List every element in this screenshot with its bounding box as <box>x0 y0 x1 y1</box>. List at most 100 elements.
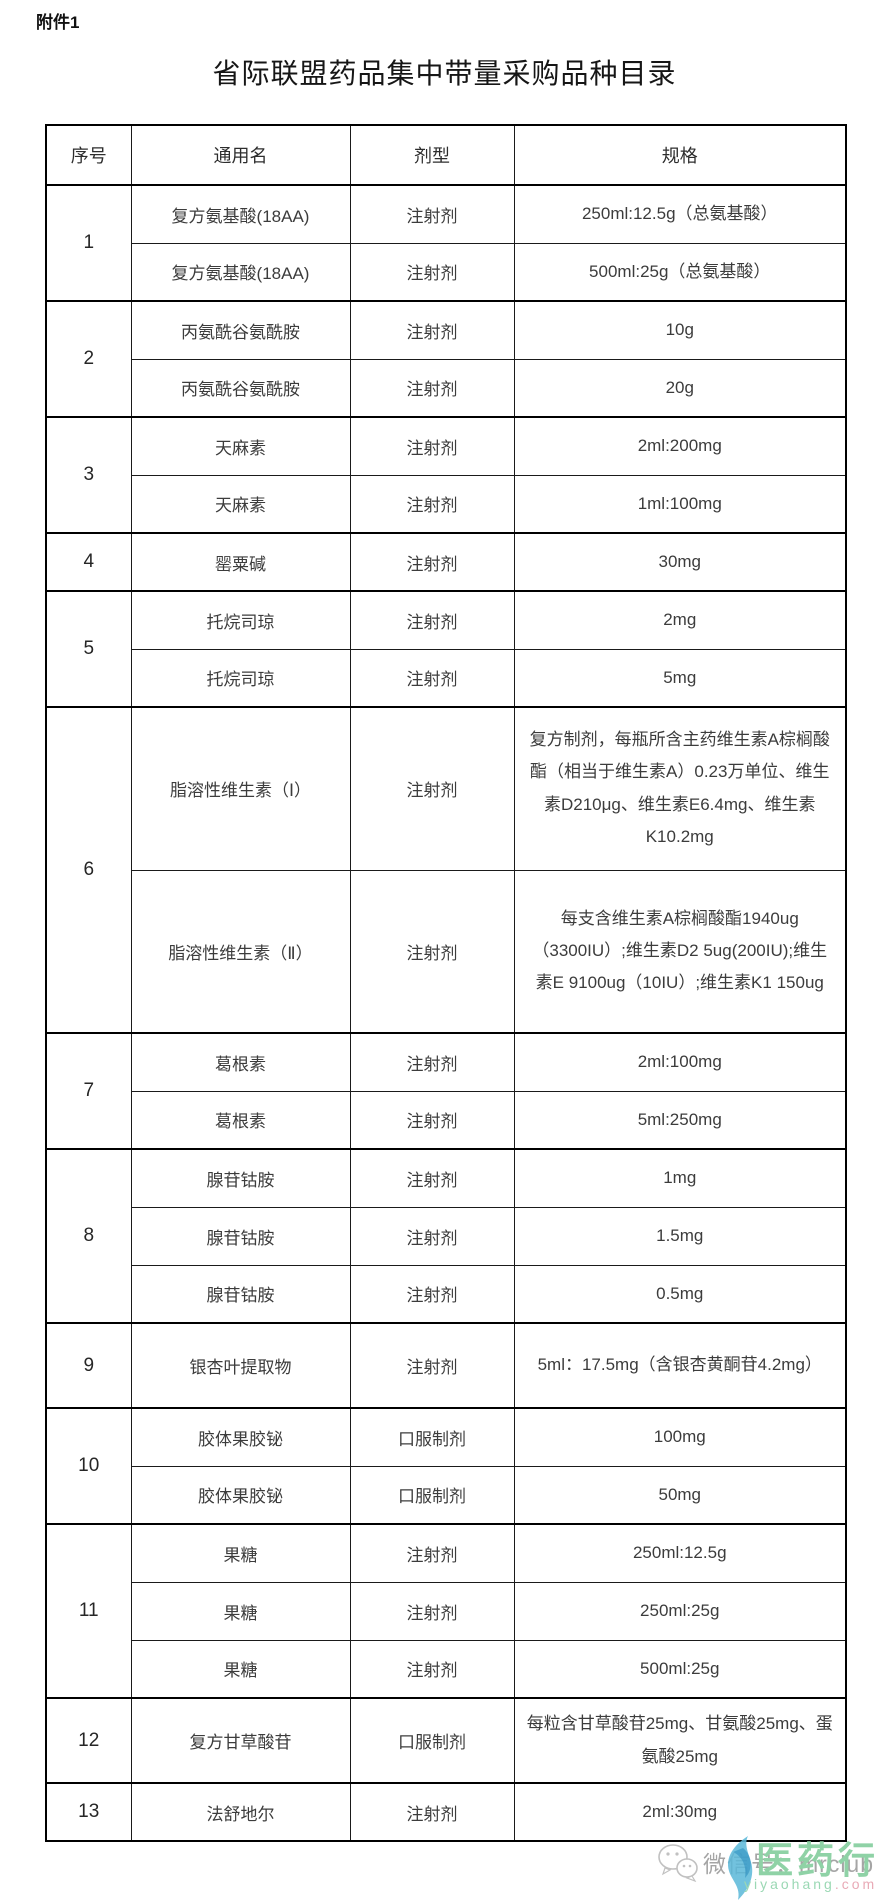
cell-specification: 每支含维生素A棕榈酸酯1940ug（3300IU）;维生素D2 5ug(200I… <box>513 869 847 1034</box>
table-row: 脂溶性维生素（Ⅱ） 注射剂 每支含维生素A棕榈酸酯1940ug（3300IU）;维生… <box>46 869 847 1034</box>
cell-generic-name: 托烷司琼 <box>130 590 351 650</box>
cell-specification: 5ml:250mg <box>513 1090 847 1150</box>
row-number: 10 <box>45 1407 132 1525</box>
row-number: 12 <box>45 1697 132 1784</box>
cell-dosage-form: 口服制剂 <box>349 1697 515 1784</box>
cell-dosage-form: 注射剂 <box>349 1264 515 1324</box>
cell-generic-name: 法舒地尔 <box>130 1782 351 1842</box>
table-header-row: 序号 通用名 剂型 规格 <box>45 124 847 186</box>
cell-dosage-form: 注射剂 <box>349 590 515 650</box>
cell-specification: 5ml：17.5mg（含银杏黄酮苷4.2mg） <box>513 1322 847 1409</box>
header-no: 序号 <box>45 124 132 186</box>
table-row: 腺苷钴胺 注射剂 1.5mg <box>46 1206 847 1266</box>
cell-generic-name: 腺苷钴胺 <box>130 1264 351 1324</box>
cell-generic-name: 天麻素 <box>130 416 351 476</box>
catalog-table: 序号 通用名 剂型 规格 1 复方氨基酸(18AA) 注射剂 250ml:12.5g（… <box>45 124 847 1842</box>
table-row: 果糖 注射剂 500ml:25g <box>46 1639 847 1699</box>
table-row: 13 法舒地尔 注射剂 2ml:30mg <box>45 1782 847 1842</box>
cell-specification: 500ml:25g（总氨基酸） <box>513 242 847 302</box>
cell-generic-name: 葛根素 <box>130 1032 351 1092</box>
table-row: 托烷司琼 注射剂 5mg <box>46 648 847 708</box>
brand-domain: yiyaohang.com <box>744 1876 877 1892</box>
cell-generic-name: 葛根素 <box>130 1090 351 1150</box>
cell-dosage-form: 注射剂 <box>349 184 515 244</box>
row-number: 3 <box>45 416 132 534</box>
row-number: 11 <box>45 1523 132 1699</box>
cell-specification: 2ml:100mg <box>513 1032 847 1092</box>
cell-specification: 250ml:12.5g <box>513 1523 847 1583</box>
row-number: 5 <box>45 590 132 708</box>
cell-specification: 2ml:200mg <box>513 416 847 476</box>
table-row: 2 丙氨酰谷氨酰胺 注射剂 10g <box>45 300 847 418</box>
cell-generic-name: 丙氨酰谷氨酰胺 <box>130 358 351 418</box>
cell-dosage-form: 注射剂 <box>349 474 515 534</box>
row-number: 13 <box>45 1782 132 1842</box>
cell-specification: 0.5mg <box>513 1264 847 1324</box>
cell-dosage-form: 注射剂 <box>349 242 515 302</box>
cell-dosage-form: 注射剂 <box>349 1090 515 1150</box>
table-row: 12 复方甘草酸苷 口服制剂 每粒含甘草酸苷25mg、甘氨酸25mg、蛋氨酸25mg <box>45 1697 847 1784</box>
cell-specification: 30mg <box>513 532 847 592</box>
cell-generic-name: 复方氨基酸(18AA) <box>130 242 351 302</box>
row-number: 7 <box>45 1032 132 1150</box>
cell-dosage-form: 注射剂 <box>349 706 515 871</box>
cell-generic-name: 果糖 <box>130 1523 351 1583</box>
table-row: 果糖 注射剂 250ml:25g <box>46 1581 847 1641</box>
cell-specification: 500ml:25g <box>513 1639 847 1699</box>
cell-dosage-form: 口服制剂 <box>349 1465 515 1525</box>
brand-domain-tld: .com <box>834 1876 878 1892</box>
header-dosage-form: 剂型 <box>349 124 515 186</box>
brand-logo-swirl-icon <box>728 1836 753 1900</box>
table-row: 5 托烷司琼 注射剂 2mg <box>45 590 847 708</box>
cell-specification: 250ml:25g <box>513 1581 847 1641</box>
cell-generic-name: 托烷司琼 <box>130 648 351 708</box>
table-row: 天麻素 注射剂 1ml:100mg <box>46 474 847 534</box>
table-row: 丙氨酰谷氨酰胺 注射剂 20g <box>46 358 847 418</box>
cell-generic-name: 胶体果胶铋 <box>130 1407 351 1467</box>
table-row: 7 葛根素 注射剂 2ml:100mg <box>45 1032 847 1150</box>
table-row: 4 罂粟碱 注射剂 30mg <box>45 532 847 592</box>
cell-specification: 20g <box>513 358 847 418</box>
header-generic-name: 通用名 <box>130 124 351 186</box>
cell-specification: 1.5mg <box>513 1206 847 1266</box>
brand-domain-name: yiyaohang <box>744 1876 835 1892</box>
cell-dosage-form: 注射剂 <box>349 300 515 360</box>
row-number: 8 <box>45 1148 132 1324</box>
table-row: 10 胶体果胶铋 口服制剂 100mg <box>45 1407 847 1525</box>
header-specification: 规格 <box>513 124 847 186</box>
cell-dosage-form: 注射剂 <box>349 1523 515 1583</box>
cell-dosage-form: 口服制剂 <box>349 1407 515 1467</box>
cell-generic-name: 银杏叶提取物 <box>130 1322 351 1409</box>
brand-name: 医药行 <box>756 1840 879 1881</box>
cell-specification: 1mg <box>513 1148 847 1208</box>
table-row: 9 银杏叶提取物 注射剂 5ml：17.5mg（含银杏黄酮苷4.2mg） <box>45 1322 847 1409</box>
row-number: 6 <box>45 706 132 1034</box>
cell-specification: 2ml:30mg <box>513 1782 847 1842</box>
cell-dosage-form: 注射剂 <box>349 358 515 418</box>
cell-dosage-form: 注射剂 <box>349 1322 515 1409</box>
table-row: 葛根素 注射剂 5ml:250mg <box>46 1090 847 1150</box>
cell-generic-name: 复方甘草酸苷 <box>130 1697 351 1784</box>
cell-specification: 5mg <box>513 648 847 708</box>
cell-specification: 2mg <box>513 590 847 650</box>
table-row: 11 果糖 注射剂 250ml:12.5g <box>45 1523 847 1699</box>
attachment-label: 附件1 <box>36 13 80 32</box>
cell-dosage-form: 注射剂 <box>349 869 515 1034</box>
cell-dosage-form: 注射剂 <box>349 1581 515 1641</box>
wechat-icon <box>658 1844 698 1882</box>
page-title: 省际联盟药品集中带量采购品种目录 <box>212 58 677 89</box>
table-row: 3 天麻素 注射剂 2ml:200mg <box>45 416 847 534</box>
table-row: 1 复方氨基酸(18AA) 注射剂 250ml:12.5g（总氨基酸） <box>45 184 847 302</box>
cell-dosage-form: 注射剂 <box>349 1206 515 1266</box>
row-number: 1 <box>45 184 132 302</box>
cell-generic-name: 果糖 <box>130 1639 351 1699</box>
cell-dosage-form: 注射剂 <box>349 1032 515 1092</box>
cell-specification: 250ml:12.5g（总氨基酸） <box>513 184 847 244</box>
cell-specification: 1ml:100mg <box>513 474 847 534</box>
cell-generic-name: 脂溶性维生素（Ⅰ） <box>130 706 351 871</box>
cell-generic-name: 果糖 <box>130 1581 351 1641</box>
cell-generic-name: 罂粟碱 <box>130 532 351 592</box>
row-number: 4 <box>45 532 132 592</box>
cell-specification: 复方制剂，每瓶所含主药维生素A棕榈酸酯（相当于维生素A）0.23万单位、维生素D… <box>513 706 847 871</box>
